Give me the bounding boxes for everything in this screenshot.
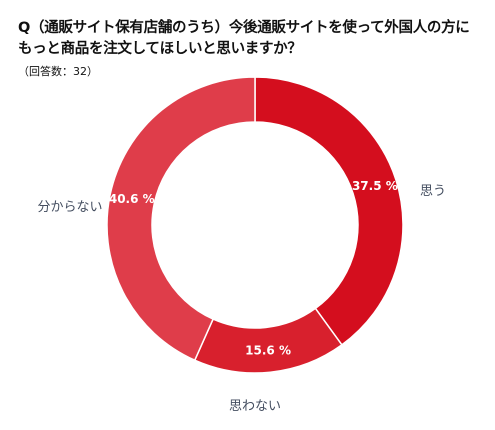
chart-title-line-2: もっと商品を注文してほしいと思いますか？ [18,41,302,57]
category-label-1: 思う [420,184,446,199]
slice-value-label-2: 15.6 % [245,343,291,357]
slice-value-label-1: 37.5 % [352,179,398,193]
donut-labels: 37.5 % 思う 15.6 % 思わない 40.6 % 分からない [37,179,446,414]
donut-slice-3 [106,76,256,362]
chart-title-line-1: Q（通販サイト保有店舗のうち）今後通販サイトを使って外国人の方に [18,20,470,36]
chart-title: Q（通販サイト保有店舗のうち）今後通販サイトを使って外国人の方に もっと商品を注… [18,18,488,60]
slice-value-label-3: 40.6 % [109,192,155,206]
category-label-2: 思わない [229,399,281,414]
response-count-note: （回答数：32） [18,65,98,78]
donut-slice-1 [254,76,404,346]
donut-slices [106,76,404,374]
category-label-3: 分からない [37,200,102,215]
donut-slice-2 [193,307,343,374]
